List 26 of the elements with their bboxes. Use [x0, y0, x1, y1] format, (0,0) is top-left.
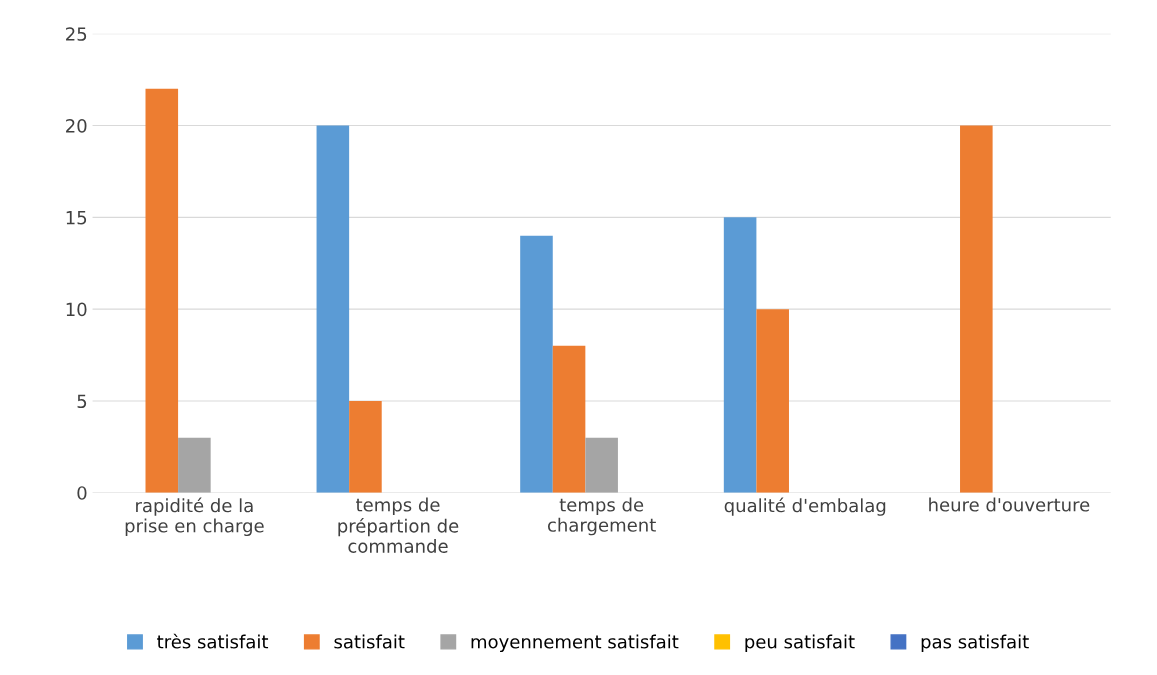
- bar: [145, 88, 179, 493]
- bar: [585, 437, 618, 493]
- y-tick-label: 15: [66, 211, 87, 225]
- legend-label: peu satisfait: [745, 634, 855, 652]
- x-tick-label: qualité d'embalag: [724, 497, 886, 516]
- y-tick-label: 20: [66, 119, 87, 133]
- y-tick-label: 10: [66, 302, 87, 317]
- bar: [552, 345, 586, 493]
- legend-label: moyennement satisfait: [471, 634, 679, 652]
- legend-label: satisfait: [334, 634, 405, 649]
- bar: [178, 437, 211, 493]
- x-tick-label: heure d'ouverture: [929, 497, 1090, 512]
- bar: [960, 125, 993, 493]
- bar: [756, 309, 789, 493]
- x-tick-label: rapidité de la prise en charge: [125, 497, 264, 537]
- bar: [520, 235, 553, 493]
- y-tick-label: 5: [77, 394, 87, 409]
- legend-label: très satisfait: [157, 633, 269, 649]
- y-tick-label: 25: [66, 27, 87, 41]
- legend-label: pas satisfait: [921, 634, 1029, 652]
- bar: [349, 400, 382, 493]
- x-tick-label: temps de chargement: [547, 497, 656, 536]
- x-tick-label: temps de prépartion de commande: [338, 497, 459, 553]
- bar: [316, 125, 350, 493]
- bar: [723, 217, 757, 493]
- y-tick-label: 0: [77, 486, 87, 500]
